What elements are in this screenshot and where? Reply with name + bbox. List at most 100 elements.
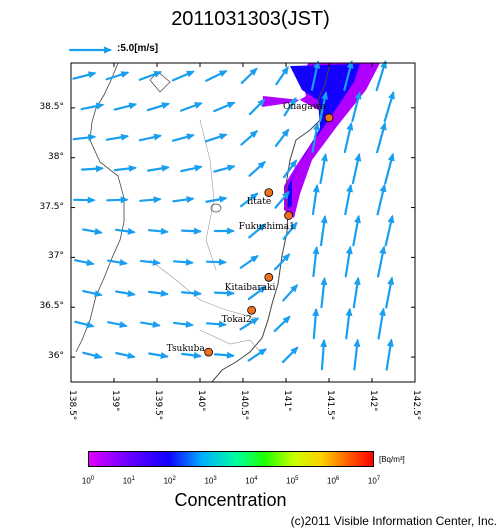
wind-arrow-85 [239, 317, 260, 331]
wind-arrow-92 [148, 352, 169, 359]
colorbar-tick: 104 [245, 476, 258, 486]
wind-arrows [72, 60, 395, 371]
wind-arrow-47 [311, 184, 320, 216]
colorbar-tick: 100 [81, 476, 95, 486]
site-label-tokai2: Tokai2 [221, 315, 252, 326]
wind-arrow-69 [377, 245, 387, 278]
wind-arrow-52 [147, 227, 169, 235]
longitude-label: 141° [282, 390, 292, 412]
wind-arrow-13 [179, 102, 203, 112]
site-marker-tokai2 [247, 305, 257, 315]
longitude-label: 140.5° [239, 390, 249, 421]
reference-arrow [68, 46, 112, 54]
wind-arrow-34 [213, 164, 236, 173]
wind-arrow-3 [171, 70, 195, 82]
wind-arrow-45 [240, 192, 259, 208]
wind-arrow-30 [80, 165, 104, 173]
reference-arrow-label: :5.0[m/s] [117, 43, 159, 54]
wind-arrow-7 [310, 60, 321, 91]
wind-arrow-97 [320, 338, 328, 371]
wind-arrow-14 [213, 101, 236, 113]
wind-arrow-75 [247, 285, 267, 301]
wind-arrow-84 [205, 320, 227, 328]
wind-arrow-12 [146, 102, 171, 112]
prefecture-border-1 [199, 119, 217, 271]
longitude-label: 142° [368, 390, 378, 412]
wind-arrow-24 [205, 133, 228, 143]
wind-arrow-33 [180, 164, 203, 173]
colorbar-tick: 106 [327, 476, 340, 486]
site-marker-tsukuba [204, 347, 214, 357]
site-marker-iitate [264, 188, 274, 197]
wind-arrow-11 [113, 102, 138, 111]
site-label-tsukuba: Tsukuba [166, 344, 205, 355]
honshu-east-coast [211, 62, 331, 383]
wind-arrow-18 [351, 91, 362, 123]
wind-arrow-6 [275, 66, 289, 86]
site-label-iitate: Iitate [246, 196, 272, 207]
colorbar-tick: 103 [204, 476, 217, 486]
wind-arrow-61 [107, 259, 128, 266]
wind-arrow-78 [352, 276, 361, 309]
wind-arrow-80 [74, 320, 95, 329]
wind-arrow-19 [383, 90, 395, 123]
wind-arrow-43 [172, 196, 195, 203]
wind-arrow-72 [147, 289, 169, 297]
latitude-label: 37° [48, 251, 64, 262]
wind-arrow-87 [312, 307, 320, 340]
site-markers [204, 113, 334, 357]
wind-arrow-44 [205, 195, 228, 203]
wind-arrow-98 [353, 338, 361, 371]
wind-arrow-68 [344, 245, 353, 278]
wind-arrow-37 [319, 153, 328, 185]
site-label-fukushima1: Fukushima1 [238, 221, 295, 232]
wind-arrow-77 [320, 276, 328, 309]
wind-arrow-99 [385, 338, 394, 371]
wind-arrow-71 [115, 290, 136, 297]
wind-arrow-91 [115, 352, 136, 360]
wind-arrow-76 [282, 284, 299, 302]
longitude-label: 139.5° [153, 390, 163, 421]
wind-arrow-22 [138, 133, 163, 142]
latitude-label: 37.5° [39, 201, 64, 212]
prefecture-border-2 [149, 259, 257, 319]
wind-arrow-15 [248, 98, 266, 116]
wind-arrow-21 [105, 133, 130, 141]
wind-arrow-1 [105, 71, 130, 81]
copyright-text: (c)2011 Visible Information Center, Inc. [290, 514, 497, 528]
wind-arrow-40 [73, 196, 96, 204]
wind-arrow-5 [240, 67, 258, 85]
colorbar [88, 451, 374, 467]
wind-arrow-90 [82, 351, 103, 360]
longitude-label: 139° [110, 390, 120, 412]
longitude-label: 138.5° [67, 390, 77, 421]
latitude-label: 36.5° [39, 301, 64, 312]
wind-arrow-73 [180, 289, 202, 297]
latitude-label: 38° [48, 151, 64, 162]
wind-arrow-70 [82, 290, 103, 298]
colorbar-unit: [Bq/m³] [379, 455, 405, 464]
wind-arrow-8 [343, 60, 354, 92]
latitude-label: 38.5° [39, 101, 64, 112]
wind-arrow-55 [248, 223, 267, 239]
wind-arrow-10 [80, 102, 105, 111]
wind-arrow-2 [138, 71, 163, 81]
wind-arrow-48 [344, 183, 354, 216]
wind-arrow-25 [240, 130, 259, 146]
wind-arrow-74 [213, 289, 235, 297]
wind-arrow-96 [281, 346, 299, 364]
longitude-label: 142.5° [411, 390, 421, 421]
longitude-label: 141.5° [325, 390, 335, 421]
site-label-onagawa: Onagawa [283, 101, 326, 112]
wind-arrow-49 [376, 183, 387, 216]
colorbar-tick: 102 [163, 476, 176, 486]
prefecture-border-3 [199, 329, 263, 355]
reference-arrow-shape [68, 46, 112, 54]
wind-arrow-32 [147, 164, 170, 172]
wind-arrow-31 [113, 165, 137, 173]
wind-arrow-93 [180, 351, 202, 359]
colorbar-tick: 101 [122, 476, 135, 486]
wind-arrow-53 [180, 227, 202, 235]
wind-arrow-23 [171, 133, 195, 142]
